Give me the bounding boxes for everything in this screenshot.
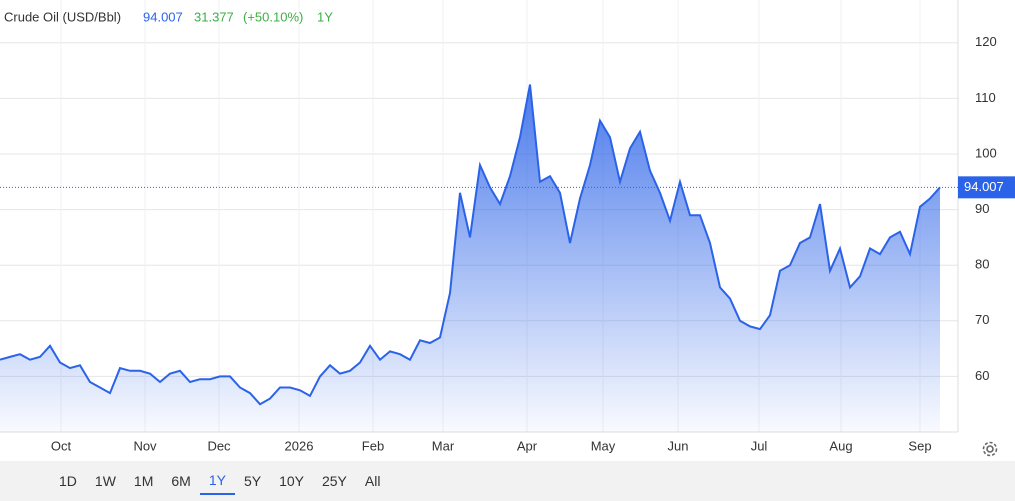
- area: [0, 84, 940, 432]
- range-button[interactable]: 1M: [133, 472, 154, 489]
- range-button[interactable]: 10Y: [279, 472, 304, 489]
- y-tick-label: 80: [975, 257, 989, 272]
- y-tick-label: 60: [975, 368, 989, 383]
- y-tick-label: 110: [975, 90, 996, 105]
- change-percent: (+50.10%): [243, 9, 303, 24]
- line: [0, 84, 941, 406]
- settings-icon[interactable]: [982, 441, 998, 457]
- y-tick-label: 100: [975, 145, 997, 160]
- x-tick-label: Nov: [133, 438, 157, 453]
- x-tick-label: Sep: [908, 438, 931, 453]
- last-price: 94.007: [143, 9, 183, 24]
- range-button[interactable]: 1W: [94, 472, 116, 489]
- x-tick-label: May: [591, 438, 616, 453]
- y-tick-label: 70: [975, 312, 989, 327]
- last-price-box: [958, 176, 1015, 199]
- x-tick-label: Oct: [51, 438, 72, 453]
- x-tick-label: Feb: [362, 438, 384, 453]
- last-price-label: 94.007: [964, 179, 1004, 194]
- x-tick-label: Mar: [432, 438, 455, 453]
- range-button[interactable]: 25Y: [321, 472, 347, 489]
- x-tick-label: Apr: [517, 438, 538, 453]
- range-button[interactable]: 6M: [171, 472, 191, 489]
- range-label: 1Y: [317, 9, 333, 24]
- range-button[interactable]: 1D: [59, 472, 77, 489]
- chart: Crude Oil (USD/Bbl) 94.007 31.377 (+50.1…: [0, 0, 1015, 457]
- range-button[interactable]: All: [364, 472, 381, 489]
- y-tick-label: 90: [975, 201, 989, 216]
- x-tick-label: Jun: [668, 438, 689, 453]
- chart-title: Crude Oil (USD/Bbl): [4, 9, 121, 24]
- y-tick-label: 120: [975, 34, 997, 49]
- x-tick-label: Dec: [207, 438, 231, 453]
- range-bar: 1D 1W 1M 6M 1Y 5Y 10Y 25Y All: [0, 461, 1015, 501]
- x-tick-label: 2026: [285, 438, 314, 453]
- change: 31.377: [194, 9, 234, 24]
- x-tick-label: Aug: [829, 438, 852, 453]
- range-button[interactable]: 5Y: [243, 472, 262, 489]
- range-button[interactable]: 1Y: [199, 468, 235, 495]
- x-tick-label: Jul: [751, 438, 768, 453]
